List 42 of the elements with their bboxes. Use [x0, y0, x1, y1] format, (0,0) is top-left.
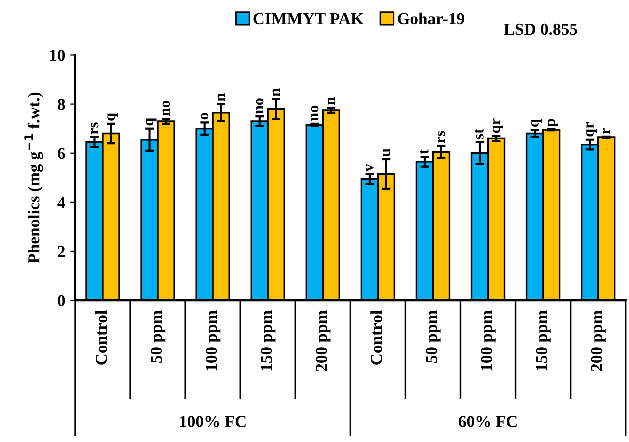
y-axis-title: Phenolics (mg g$^{−1}$ f.wt.): [24, 92, 44, 264]
x-tick-label: 200 ppm: [591, 310, 606, 372]
text: 100% FC: [180, 416, 246, 428]
x-tick-label: 200 ppm: [316, 310, 331, 372]
x-tick-label: 50 ppm: [426, 310, 441, 363]
data-label: r: [603, 128, 610, 134]
y-tick-label: 2: [58, 246, 66, 258]
data-label: st: [475, 128, 484, 140]
data-label: qr: [492, 118, 504, 134]
data-label: p: [548, 119, 558, 127]
data-label: no: [256, 98, 264, 114]
data-label: n: [328, 97, 336, 106]
x-tick-label: 150 ppm: [536, 310, 551, 371]
legend-label: Gohar-19: [398, 12, 464, 25]
data-label: rs: [438, 131, 446, 144]
data-label: q: [108, 113, 118, 121]
data-label: u: [383, 148, 390, 157]
data-label: o: [201, 113, 209, 120]
x-tick-label: 150 ppm: [261, 310, 276, 371]
data-label: n: [272, 88, 280, 97]
y-tick-label: 6: [58, 148, 66, 160]
x-tick-label: Control: [95, 310, 108, 365]
y-tick-label: 0: [58, 295, 66, 307]
data-label: qr: [586, 122, 598, 137]
x-tick-label: 100 ppm: [206, 310, 221, 371]
y-tick-label: 4: [58, 197, 66, 208]
data-label: q: [531, 119, 542, 127]
legend-label: CIMMYT PAK: [254, 13, 364, 25]
data-label: rs: [91, 122, 99, 135]
text: LSD 0.855: [504, 24, 578, 36]
data-label: n: [218, 94, 226, 102]
y-tick-label: 10: [50, 50, 66, 62]
data-label: q: [146, 118, 157, 126]
x-tick-label: 100 ppm: [481, 310, 496, 371]
data-label: v: [366, 164, 374, 172]
y-tick-label: 8: [58, 99, 66, 110]
x-tick-label: 50 ppm: [150, 310, 166, 363]
data-label: no: [162, 101, 170, 116]
x-tick-label: Control: [370, 310, 382, 365]
data-label: t: [420, 150, 429, 154]
data-label: no: [311, 106, 319, 122]
text: 60% FC: [458, 416, 517, 428]
